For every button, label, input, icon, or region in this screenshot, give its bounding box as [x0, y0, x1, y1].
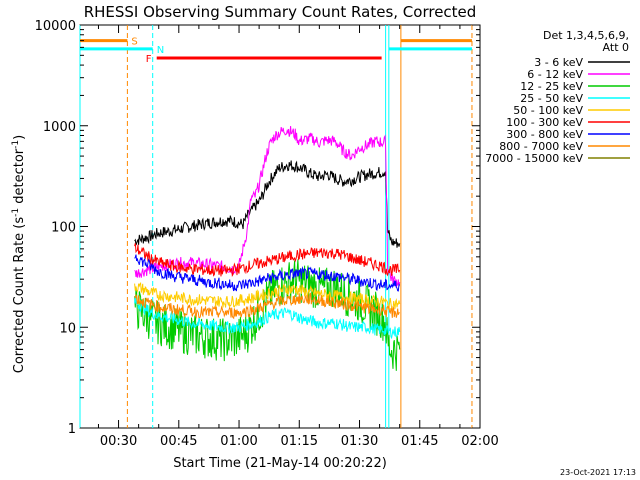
series-line-3 — [134, 296, 401, 340]
y-tick-label-1: 10 — [59, 321, 76, 336]
y-axis-label-mid: detector — [12, 148, 27, 208]
x-tick-label-6: 02:00 — [461, 434, 498, 449]
legend-label-0: 3 - 6 keV — [534, 56, 583, 69]
y-axis-label-sup2: -1 — [11, 140, 21, 149]
data-series — [134, 126, 401, 371]
legend-label-6: 300 - 800 keV — [506, 128, 583, 141]
legend-label-3: 25 - 50 keV — [520, 92, 583, 105]
y-axis-label-sup1: -1 — [11, 208, 21, 217]
legend-label-7: 800 - 7000 keV — [499, 140, 583, 153]
series-line-1 — [134, 126, 401, 288]
x-axis-label: Start Time (21-May-14 00:20:22) — [173, 456, 387, 471]
mode-bars: S NF — [80, 37, 472, 65]
series-line-5 — [134, 243, 401, 278]
series-line-7 — [134, 292, 400, 320]
x-tick-label-5: 01:45 — [401, 434, 438, 449]
plot-frame — [79, 24, 481, 429]
y-axis-label-main: Corrected Count Rate (s — [12, 217, 27, 374]
footer-date: 23-Oct-2021 17:13 — [560, 468, 636, 477]
y-tick-label-3: 1000 — [43, 120, 76, 135]
legend-header-1: Att 0 — [603, 41, 629, 54]
legend-label-4: 50 - 100 keV — [513, 104, 583, 117]
mode-bar-label-F: F — [146, 54, 152, 65]
legend-label-8: 7000 - 15000 keV — [485, 152, 583, 165]
x-tick-label-4: 01:30 — [341, 434, 378, 449]
axes: 1 10 100 1000 10000 00:30 00:45 01:00 01:15 01:30… — [35, 19, 499, 449]
x-tick-label-0: 00:30 — [100, 434, 137, 449]
x-tick-label-1: 00:45 — [160, 434, 197, 449]
x-tick-label-2: 01:00 — [220, 434, 257, 449]
series-line-6 — [134, 254, 401, 292]
series-line-4 — [134, 281, 401, 311]
vertical-markers — [79, 25, 473, 428]
y-axis-label: Corrected Count Rate (s-1 detector-1) — [11, 135, 27, 373]
legend-header-0: Det 1,3,4,5,6,9, — [543, 29, 629, 42]
plot-area — [79, 24, 481, 429]
mode-bar-label-N: N — [157, 45, 164, 56]
legend-label-1: 6 - 12 keV — [527, 68, 583, 81]
y-axis-label-end: ) — [12, 135, 27, 140]
chart-title: RHESSI Observing Summary Count Rates, Co… — [84, 3, 477, 21]
x-tick-label-3: 01:15 — [281, 434, 318, 449]
y-tick-label-0: 1 — [68, 422, 76, 437]
mode-bar-label-S: S — [131, 37, 137, 48]
series-line-0 — [134, 160, 401, 248]
y-tick-label-2: 100 — [51, 221, 76, 236]
y-tick-label-4: 10000 — [35, 19, 76, 34]
legend-label-2: 12 - 25 keV — [520, 80, 583, 93]
legend-label-5: 100 - 300 keV — [506, 116, 583, 129]
